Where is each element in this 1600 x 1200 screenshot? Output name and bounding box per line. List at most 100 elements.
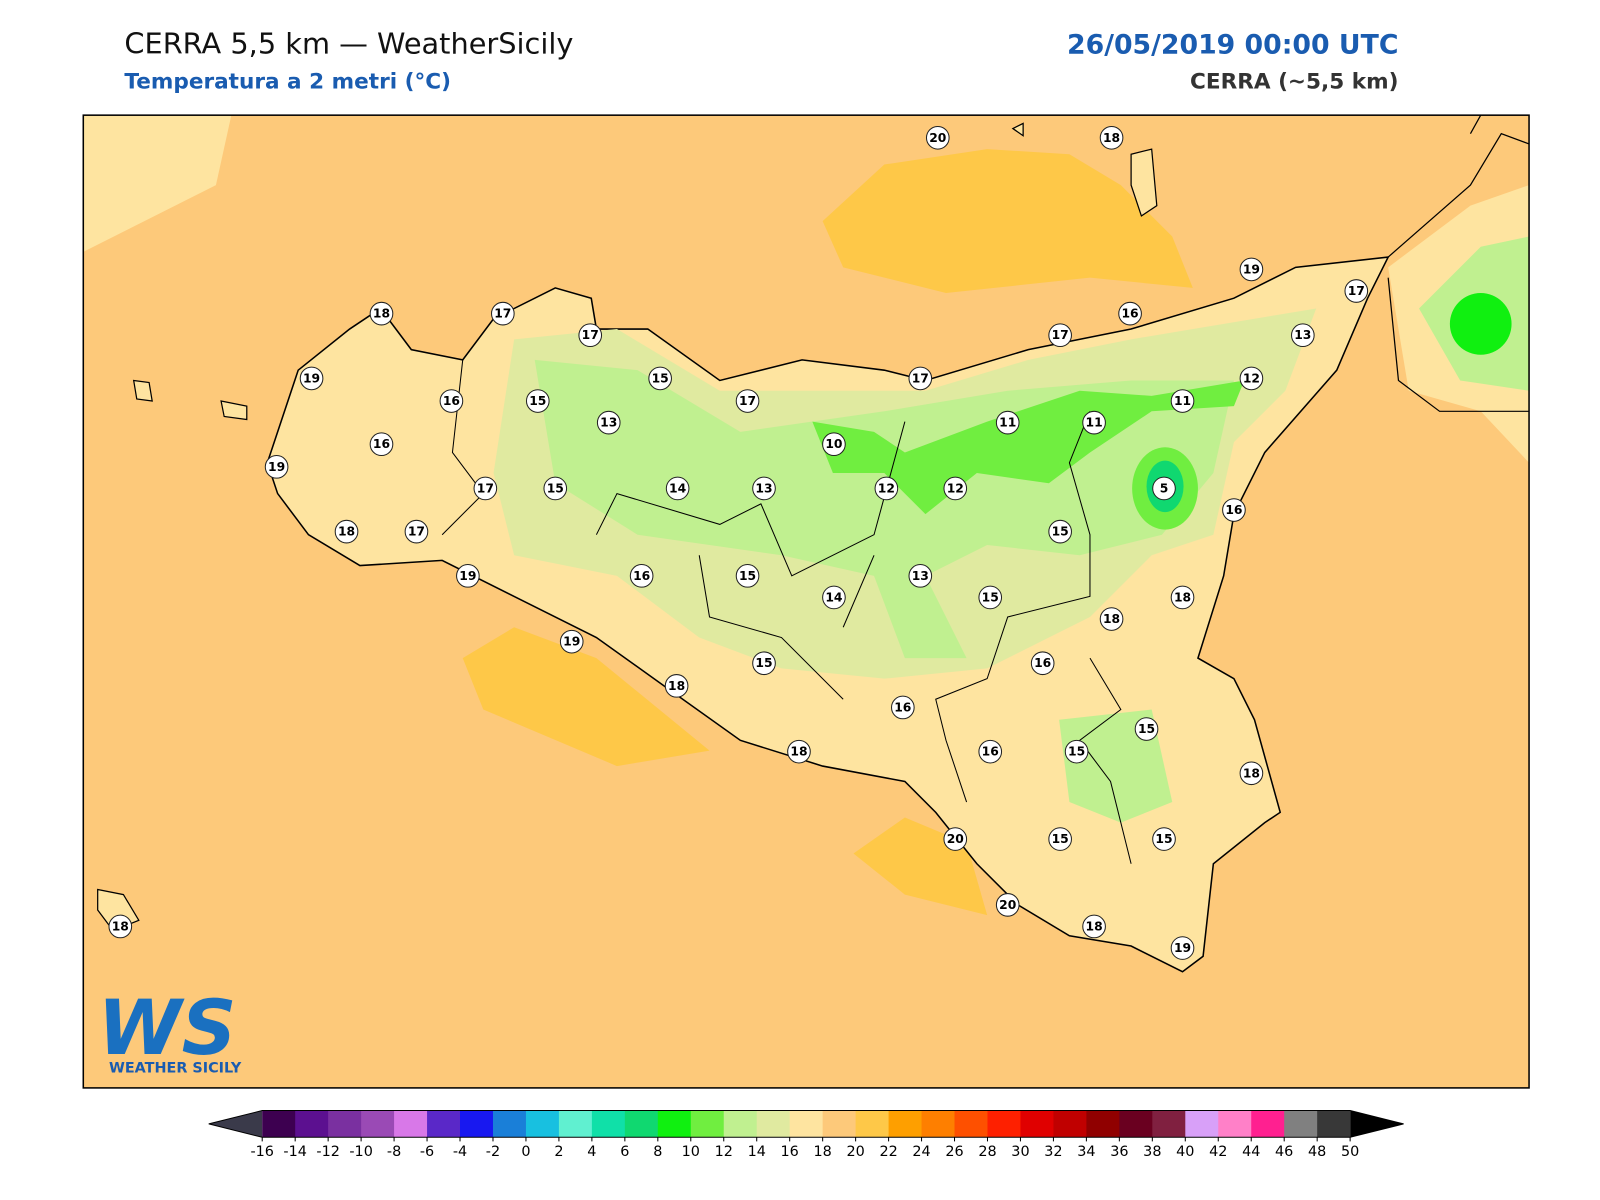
station-marker (473, 476, 498, 501)
colorbar-tick-label: 8 (653, 1144, 662, 1160)
station-marker (665, 476, 690, 501)
station-marker (735, 564, 760, 588)
station-marker (1082, 914, 1106, 939)
field-warm (462, 627, 710, 767)
station-value: 16 (982, 745, 999, 759)
station-value: 15 (652, 371, 669, 385)
station-value: 15 (1068, 745, 1085, 759)
station-value: 11 (1174, 394, 1191, 408)
station-value: 15 (1155, 832, 1172, 846)
station-marker (1239, 257, 1264, 282)
colorbar-bin (888, 1110, 923, 1138)
colorbar-tick-label: -6 (420, 1144, 434, 1160)
station-marker (491, 301, 515, 326)
colorbar-tick-label: 26 (945, 1144, 963, 1160)
station-marker (1134, 717, 1159, 741)
station-value: 18 (373, 307, 390, 321)
colorbar-tick-label: -10 (349, 1144, 372, 1160)
field-light (83, 115, 232, 252)
station-marker (1222, 498, 1246, 522)
colorbar-bin (723, 1110, 758, 1138)
logo-name: WEATHER SICILY (109, 1060, 242, 1076)
station-marker (908, 366, 933, 391)
colorbar-bin (525, 1110, 560, 1138)
colorbar-tick-label: 2 (554, 1144, 563, 1160)
station-value: 17 (912, 371, 929, 385)
colorbar-bin (690, 1110, 725, 1138)
colorbar-tick-label: 36 (1110, 1144, 1128, 1160)
station-marker (1170, 585, 1195, 610)
station-marker (1099, 125, 1124, 150)
field-warm (822, 149, 1193, 294)
station-marker (525, 389, 550, 413)
colorbar-tick-label: 12 (715, 1144, 733, 1160)
colorbar-tick-label: 16 (781, 1144, 799, 1160)
station-value: 15 (755, 656, 772, 670)
colorbar-tick-label: 24 (912, 1144, 930, 1160)
colorbar-tick-label: 34 (1077, 1144, 1095, 1160)
station-value: 10 (825, 437, 842, 451)
station-value: 13 (600, 416, 617, 430)
station-marker (404, 519, 429, 544)
logo-mark: WS (98, 983, 237, 1072)
station-marker (1152, 827, 1176, 851)
station-marker (1048, 519, 1072, 544)
colorbar-bin (460, 1110, 494, 1138)
calabria-coast (1387, 114, 1530, 412)
colorbar-tick-label: 4 (587, 1144, 596, 1160)
colorbar-bin (855, 1110, 890, 1138)
station-value: 18 (1103, 131, 1120, 145)
colorbar-bin (921, 1110, 956, 1138)
colorbar-tick-label: 6 (620, 1144, 629, 1160)
station-value: 16 (894, 700, 911, 714)
station-value: 17 (494, 307, 511, 321)
station-value: 14 (825, 590, 843, 604)
station-value: 19 (268, 460, 285, 474)
station-marker (629, 564, 654, 588)
map: 20 18 19 17 18 17 17 16 17 13 19 15 17 12 16 15 17 11 11 11… (82, 114, 1530, 1089)
colorbar-under (208, 1110, 263, 1138)
colorbar-tick-label: -12 (316, 1144, 339, 1160)
station-marker (978, 739, 1003, 764)
station-value: 19 (303, 371, 320, 385)
station-marker (1118, 301, 1142, 326)
station-marker (1152, 476, 1176, 501)
station-value: 20 (929, 131, 946, 145)
station-marker (108, 914, 133, 939)
station-value: 17 (477, 481, 494, 495)
colorbar-bin (558, 1110, 593, 1138)
colorbar-bin (1053, 1110, 1087, 1138)
station-value: 15 (529, 394, 546, 408)
colorbar-bin (1119, 1110, 1153, 1138)
station-marker (334, 519, 359, 544)
station-marker (559, 629, 584, 654)
station-value: 19 (1174, 941, 1191, 955)
field-cold (812, 380, 1245, 515)
station-value: 19 (1243, 262, 1260, 276)
station-value: 12 (878, 481, 895, 495)
colorbar-bin (1317, 1110, 1351, 1138)
colorbar-tick-label: 32 (1044, 1144, 1062, 1160)
station-value: 16 (633, 569, 650, 583)
station-marker (943, 827, 968, 851)
station-marker (1048, 827, 1072, 851)
station-value: 17 (582, 328, 599, 342)
colorbar-tick-label: -2 (486, 1144, 500, 1160)
colorbar-tick-label: 46 (1275, 1144, 1293, 1160)
colorbar-bin (427, 1110, 461, 1138)
station-marker (1048, 323, 1072, 348)
colorbar-bin (262, 1110, 296, 1138)
station-marker (369, 301, 394, 326)
station-marker (908, 564, 933, 588)
station-value: 16 (1225, 503, 1242, 517)
station-value: 18 (338, 525, 355, 539)
colorbar-tick-label: -14 (283, 1144, 306, 1160)
station-marker (1291, 323, 1315, 348)
datetime: 26/05/2019 00:00 UTC (1067, 29, 1398, 60)
station-value: 16 (1121, 307, 1138, 321)
station-marker (822, 432, 846, 457)
colorbar-bin (1020, 1110, 1054, 1138)
colorbar-bin (1218, 1110, 1252, 1138)
station-marker (787, 739, 811, 764)
